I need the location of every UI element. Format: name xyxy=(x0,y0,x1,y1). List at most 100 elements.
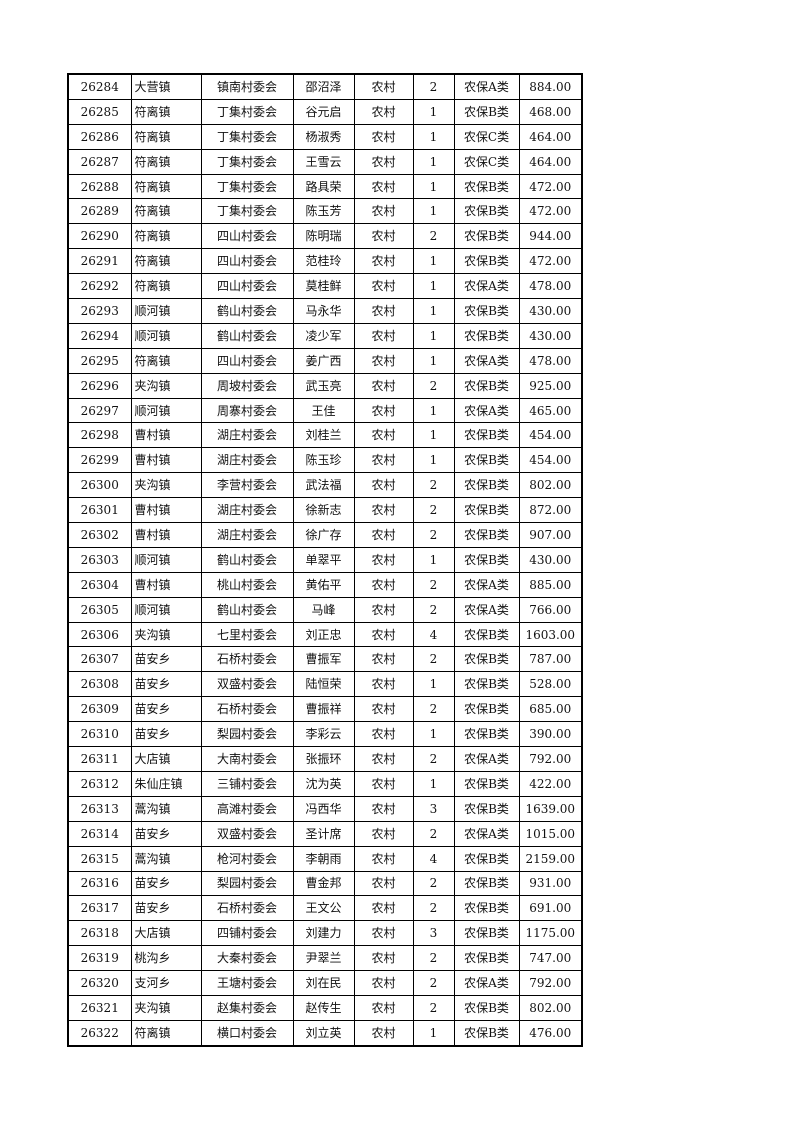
residence-type-cell: 农村 xyxy=(353,945,414,972)
table-row: 26309 苗安乡 石桥村委会 曹振祥 农村 2 农保B类 685.00 xyxy=(67,696,583,723)
village-committee-cell: 丁集村委会 xyxy=(200,198,294,225)
village-committee-cell: 湖庄村委会 xyxy=(200,497,294,524)
town-cell: 蒿沟镇 xyxy=(130,845,202,872)
record-id-cell: 26301 xyxy=(67,497,132,524)
records-table: 26284 大营镇 镇南村委会 邵沼泽 农村 2 农保A类 884.00 26285 符离镇 丁集村… xyxy=(67,73,583,1047)
insurance-class-cell: 农保B类 xyxy=(453,646,520,673)
person-name-cell: 尹翠兰 xyxy=(292,945,355,972)
person-name-cell: 徐新志 xyxy=(292,497,355,524)
table-row: 26299 曹村镇 湖庄村委会 陈玉珍 农村 1 农保B类 454.00 xyxy=(67,447,583,474)
residence-type-cell: 农村 xyxy=(353,248,414,275)
table-row: 26290 符离镇 四山村委会 陈明瑞 农村 2 农保B类 944.00 xyxy=(67,223,583,250)
town-cell: 顺河镇 xyxy=(130,298,202,324)
table-row: 26322 符离镇 横口村委会 刘立英 农村 1 农保B类 476.00 xyxy=(67,1019,583,1047)
amount-cell: 472.00 xyxy=(518,173,583,200)
residence-type-cell: 农村 xyxy=(353,497,414,524)
town-cell: 符离镇 xyxy=(130,123,202,150)
village-committee-cell: 石桥村委会 xyxy=(200,696,294,723)
insurance-class-cell: 农保B类 xyxy=(453,497,520,524)
amount-cell: 454.00 xyxy=(518,447,583,474)
table-row: 26285 符离镇 丁集村委会 谷元启 农村 1 农保B类 468.00 xyxy=(67,98,583,125)
person-name-cell: 陈明瑞 xyxy=(292,223,355,250)
town-cell: 苗安乡 xyxy=(130,671,202,698)
insurance-class-cell: 农保A类 xyxy=(453,273,520,300)
residence-type-cell: 农村 xyxy=(353,298,414,324)
household-count-cell: 2 xyxy=(412,746,455,772)
household-count-cell: 1 xyxy=(412,347,455,374)
village-committee-cell: 李营村委会 xyxy=(200,472,294,499)
person-name-cell: 马峰 xyxy=(292,596,355,623)
person-name-cell: 凌少军 xyxy=(292,322,355,349)
person-name-cell: 马永华 xyxy=(292,298,355,324)
record-id-cell: 26285 xyxy=(67,98,132,125)
table-row: 26306 夹沟镇 七里村委会 刘正忠 农村 4 农保B类 1603.00 xyxy=(67,621,583,648)
amount-cell: 1603.00 xyxy=(518,621,583,648)
person-name-cell: 刘立英 xyxy=(292,1019,355,1047)
household-count-cell: 1 xyxy=(412,98,455,125)
table-row: 26307 苗安乡 石桥村委会 曹振军 农村 2 农保B类 787.00 xyxy=(67,646,583,673)
table-row: 26312 朱仙庄镇 三铺村委会 沈为英 农村 1 农保B类 422.00 xyxy=(67,770,583,797)
town-cell: 苗安乡 xyxy=(130,820,202,847)
household-count-cell: 2 xyxy=(412,596,455,623)
insurance-class-cell: 农保B类 xyxy=(453,945,520,972)
town-cell: 顺河镇 xyxy=(130,397,202,424)
village-committee-cell: 湖庄村委会 xyxy=(200,522,294,548)
record-id-cell: 26294 xyxy=(67,322,132,349)
table-row: 26294 顺河镇 鹤山村委会 凌少军 农村 1 农保B类 430.00 xyxy=(67,322,583,349)
table-row: 26289 符离镇 丁集村委会 陈玉芳 农村 1 农保B类 472.00 xyxy=(67,198,583,225)
person-name-cell: 单翠平 xyxy=(292,546,355,573)
town-cell: 曹村镇 xyxy=(130,422,202,449)
insurance-class-cell: 农保B类 xyxy=(453,422,520,449)
table-row: 26319 桃沟乡 大秦村委会 尹翠兰 农村 2 农保B类 747.00 xyxy=(67,945,583,972)
town-cell: 夹沟镇 xyxy=(130,621,202,648)
person-name-cell: 杨淑秀 xyxy=(292,123,355,150)
village-committee-cell: 石桥村委会 xyxy=(200,646,294,673)
amount-cell: 464.00 xyxy=(518,123,583,150)
village-committee-cell: 大秦村委会 xyxy=(200,945,294,972)
record-id-cell: 26305 xyxy=(67,596,132,623)
person-name-cell: 范桂玲 xyxy=(292,248,355,275)
person-name-cell: 王佳 xyxy=(292,397,355,424)
table-body: 26284 大营镇 镇南村委会 邵沼泽 农村 2 农保A类 884.00 26285 符离镇 丁集村… xyxy=(67,73,583,1047)
table-row: 26303 顺河镇 鹤山村委会 单翠平 农村 1 农保B类 430.00 xyxy=(67,546,583,573)
residence-type-cell: 农村 xyxy=(353,646,414,673)
amount-cell: 430.00 xyxy=(518,546,583,573)
residence-type-cell: 农村 xyxy=(353,920,414,947)
person-name-cell: 刘桂兰 xyxy=(292,422,355,449)
village-committee-cell: 梨园村委会 xyxy=(200,721,294,748)
residence-type-cell: 农村 xyxy=(353,696,414,723)
village-committee-cell: 四山村委会 xyxy=(200,273,294,300)
person-name-cell: 刘建力 xyxy=(292,920,355,947)
town-cell: 朱仙庄镇 xyxy=(130,770,202,797)
record-id-cell: 26316 xyxy=(67,870,132,897)
household-count-cell: 2 xyxy=(412,571,455,598)
table-row: 26297 顺河镇 周寨村委会 王佳 农村 1 农保A类 465.00 xyxy=(67,397,583,424)
village-committee-cell: 王塘村委会 xyxy=(200,970,294,996)
residence-type-cell: 农村 xyxy=(353,98,414,125)
town-cell: 符离镇 xyxy=(130,173,202,200)
village-committee-cell: 赵集村委会 xyxy=(200,994,294,1021)
household-count-cell: 4 xyxy=(412,845,455,872)
insurance-class-cell: 农保B类 xyxy=(453,223,520,250)
village-committee-cell: 周坡村委会 xyxy=(200,372,294,399)
amount-cell: 747.00 xyxy=(518,945,583,972)
town-cell: 曹村镇 xyxy=(130,522,202,548)
amount-cell: 907.00 xyxy=(518,522,583,548)
table-row: 26287 符离镇 丁集村委会 王雪云 农村 1 农保C类 464.00 xyxy=(67,148,583,175)
person-name-cell: 李彩云 xyxy=(292,721,355,748)
insurance-class-cell: 农保B类 xyxy=(453,721,520,748)
insurance-class-cell: 农保B类 xyxy=(453,895,520,922)
household-count-cell: 1 xyxy=(412,148,455,175)
insurance-class-cell: 农保B类 xyxy=(453,621,520,648)
person-name-cell: 陈玉珍 xyxy=(292,447,355,474)
town-cell: 苗安乡 xyxy=(130,696,202,723)
village-committee-cell: 双盛村委会 xyxy=(200,820,294,847)
amount-cell: 468.00 xyxy=(518,98,583,125)
record-id-cell: 26307 xyxy=(67,646,132,673)
record-id-cell: 26310 xyxy=(67,721,132,748)
household-count-cell: 1 xyxy=(412,248,455,275)
insurance-class-cell: 农保B类 xyxy=(453,994,520,1021)
town-cell: 苗安乡 xyxy=(130,895,202,922)
amount-cell: 872.00 xyxy=(518,497,583,524)
household-count-cell: 2 xyxy=(412,646,455,673)
